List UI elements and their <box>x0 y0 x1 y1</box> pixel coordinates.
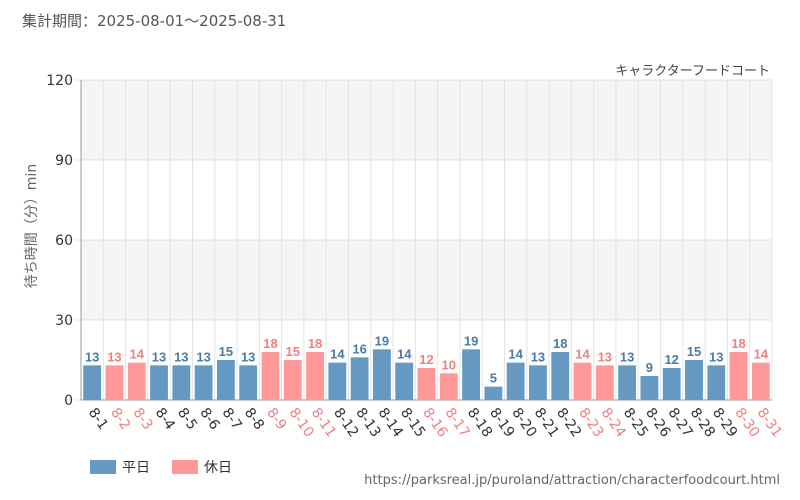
bar <box>172 365 191 400</box>
y-tick-label: 90 <box>55 153 73 169</box>
legend-label-holiday: 休日 <box>204 460 232 476</box>
bar-value-label: 13 <box>531 349 545 364</box>
x-tick-label: 8-31 <box>754 405 785 440</box>
x-tick-label: 8-1 <box>85 405 111 433</box>
y-tick-label: 30 <box>55 313 73 329</box>
bar <box>439 373 458 400</box>
bar-value-label: 15 <box>687 344 701 359</box>
bar <box>662 368 681 400</box>
legend-swatch-weekday <box>90 460 116 474</box>
bar-value-label: 13 <box>598 349 612 364</box>
bar-value-label: 14 <box>754 347 769 362</box>
bar-value-label: 12 <box>664 352 678 367</box>
period-label: 集計期間：2025-08-01～2025-08-31 <box>22 12 287 30</box>
bar-value-label: 15 <box>286 344 300 359</box>
bar-value-label: 13 <box>174 349 188 364</box>
y-tick-label: 120 <box>46 73 73 89</box>
x-tick-label: 8-9 <box>263 405 289 433</box>
chart-title: キャラクターフードコート <box>615 64 770 79</box>
bar <box>127 362 146 400</box>
bar <box>283 360 302 400</box>
bar <box>194 365 213 400</box>
bar <box>751 362 770 400</box>
bar <box>83 365 102 400</box>
bar <box>595 365 614 400</box>
bar-value-label: 13 <box>196 349 210 364</box>
bar-value-label: 13 <box>107 349 121 364</box>
bar <box>551 352 570 400</box>
source-url[interactable]: https://parksreal.jp/puroland/attraction… <box>364 473 780 488</box>
bar <box>216 360 235 400</box>
bar <box>707 365 726 400</box>
bar <box>350 357 369 400</box>
bar-value-label: 13 <box>241 349 255 364</box>
bar <box>105 365 124 400</box>
y-tick-label: 60 <box>55 233 73 249</box>
bar-value-label: 14 <box>508 347 523 362</box>
bar-value-label: 9 <box>646 360 653 375</box>
bar-value-label: 13 <box>709 349 723 364</box>
bar <box>529 365 547 400</box>
y-tick-label: 0 <box>64 393 73 409</box>
x-tick-label: 8-3 <box>129 405 155 433</box>
legend-item-holiday: 休日 <box>172 457 232 477</box>
bar <box>573 362 592 400</box>
bar <box>373 349 391 400</box>
x-tick-label: 8-2 <box>107 405 133 433</box>
bar-value-label: 16 <box>352 341 366 356</box>
x-tick-label: 8-5 <box>174 405 200 433</box>
bar <box>640 376 659 400</box>
bar-value-label: 14 <box>575 347 590 362</box>
legend-item-weekday: 平日 <box>90 457 150 477</box>
bar-value-label: 13 <box>620 349 634 364</box>
legend: 平日 休日 <box>90 457 232 477</box>
grid-band <box>81 240 772 320</box>
bar-value-label: 12 <box>419 352 433 367</box>
bar-value-label: 10 <box>442 357 456 372</box>
grid-band <box>81 160 772 240</box>
bar <box>395 362 414 400</box>
x-tick-label: 8-4 <box>152 405 178 433</box>
bar <box>239 365 258 400</box>
bar-value-label: 14 <box>397 347 412 362</box>
bar-value-label: 18 <box>731 336 745 351</box>
x-tick-label: 8-8 <box>241 405 267 433</box>
grid-band <box>81 80 772 160</box>
legend-swatch-holiday <box>172 460 198 474</box>
bar <box>261 352 280 400</box>
bar <box>306 352 324 400</box>
bar-value-label: 19 <box>464 333 478 348</box>
bar-value-label: 18 <box>263 336 277 351</box>
bar <box>150 365 168 400</box>
bar <box>484 386 503 400</box>
bar-value-label: 15 <box>219 344 233 359</box>
bar <box>618 365 637 400</box>
bar-value-label: 14 <box>330 347 345 362</box>
bar-value-label: 13 <box>152 349 166 364</box>
bar <box>506 362 525 400</box>
x-tick-label: 8-7 <box>219 405 245 433</box>
legend-label-weekday: 平日 <box>122 460 150 476</box>
bar <box>729 352 748 400</box>
bar-value-label: 5 <box>490 371 497 386</box>
bar-value-label: 14 <box>129 347 144 362</box>
bar <box>685 360 703 400</box>
bar-value-label: 19 <box>375 333 389 348</box>
bar-value-label: 18 <box>308 336 322 351</box>
x-tick-label: 8-6 <box>196 405 222 433</box>
bar <box>417 368 436 400</box>
bar <box>328 362 347 400</box>
bar-value-label: 18 <box>553 336 567 351</box>
bar <box>462 349 480 400</box>
bar-value-label: 13 <box>85 349 99 364</box>
